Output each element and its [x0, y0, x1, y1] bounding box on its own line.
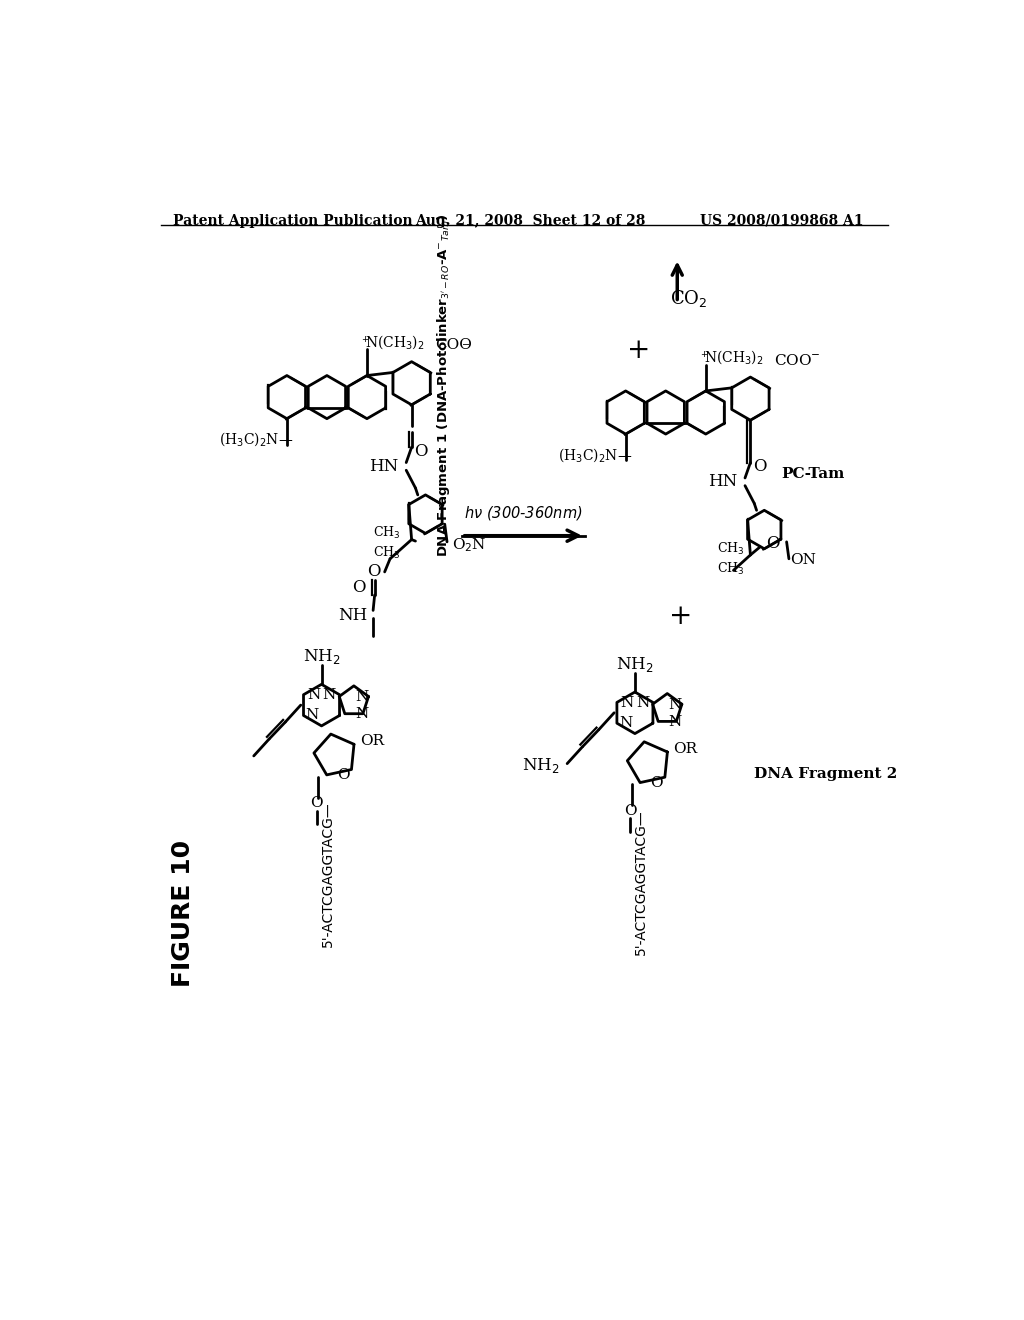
Text: NH$_2$: NH$_2$	[616, 655, 653, 673]
Text: N(CH$_3$)$_2$: N(CH$_3$)$_2$	[705, 348, 764, 366]
Text: HN: HN	[708, 474, 737, 490]
Text: CH$_3$: CH$_3$	[373, 545, 400, 561]
Text: +: +	[627, 338, 650, 364]
Text: O: O	[753, 458, 766, 475]
Text: N: N	[669, 715, 682, 729]
Text: OR: OR	[360, 734, 384, 748]
Text: (H$_3$C)$_2$N—: (H$_3$C)$_2$N—	[558, 446, 632, 463]
Text: N: N	[636, 696, 649, 710]
Text: DNA Fragment 2: DNA Fragment 2	[755, 767, 897, 781]
Text: COO$^{-}$: COO$^{-}$	[773, 352, 820, 368]
Text: DNA Fragment 1 (DNA-Photolinker$_{3'-RO}$-A$^{-}$$_{Tam}$): DNA Fragment 1 (DNA-Photolinker$_{3'-RO}…	[435, 214, 452, 557]
Text: N: N	[307, 688, 321, 702]
Text: O$_2$N: O$_2$N	[452, 536, 486, 554]
Text: O: O	[624, 804, 637, 817]
Text: O: O	[368, 564, 381, 581]
Text: US 2008/0199868 A1: US 2008/0199868 A1	[700, 214, 864, 228]
Text: O: O	[414, 442, 428, 459]
Text: N: N	[620, 715, 632, 730]
Text: O: O	[310, 796, 324, 810]
Text: CH$_3$: CH$_3$	[373, 525, 400, 541]
Text: 5'-ACTCGAGGTACG—: 5'-ACTCGAGGTACG—	[321, 801, 335, 948]
Text: N: N	[621, 696, 634, 710]
Text: FIGURE 10: FIGURE 10	[171, 840, 195, 986]
Text: $^{+}$: $^{+}$	[360, 335, 370, 348]
Text: O: O	[766, 535, 779, 552]
Text: N: N	[669, 698, 682, 711]
Text: HN: HN	[370, 458, 398, 475]
Text: $^{+}$: $^{+}$	[699, 351, 708, 363]
Text: $^{-}$: $^{-}$	[461, 342, 470, 355]
Text: 5'-ACTCGAGGTACG—: 5'-ACTCGAGGTACG—	[634, 809, 648, 954]
Text: ON: ON	[791, 553, 816, 568]
Text: OR: OR	[674, 742, 697, 756]
Text: PC-Tam: PC-Tam	[781, 467, 845, 480]
Text: N: N	[355, 690, 369, 705]
Text: O: O	[650, 776, 663, 789]
Text: CH$_3$: CH$_3$	[717, 561, 744, 577]
Text: O: O	[337, 768, 349, 783]
Text: O: O	[352, 578, 366, 595]
Text: CO$_2$: CO$_2$	[670, 288, 707, 309]
Text: (H$_3$C)$_2$N—: (H$_3$C)$_2$N—	[219, 430, 294, 449]
Text: N(CH$_3$)$_2$: N(CH$_3$)$_2$	[366, 333, 425, 351]
Text: N: N	[323, 688, 336, 702]
Text: NH: NH	[338, 606, 367, 623]
Text: $h\nu$ (300-360nm): $h\nu$ (300-360nm)	[464, 504, 583, 521]
Text: NH$_2$: NH$_2$	[522, 755, 559, 775]
Text: Patent Application Publication: Patent Application Publication	[173, 214, 413, 228]
Text: COO: COO	[435, 338, 472, 351]
Text: NH$_2$: NH$_2$	[303, 647, 340, 667]
Text: Aug. 21, 2008  Sheet 12 of 28: Aug. 21, 2008 Sheet 12 of 28	[416, 214, 646, 228]
Text: CH$_3$: CH$_3$	[717, 541, 744, 557]
Text: +: +	[670, 603, 693, 630]
Text: N: N	[305, 708, 318, 722]
Text: N: N	[355, 708, 369, 721]
